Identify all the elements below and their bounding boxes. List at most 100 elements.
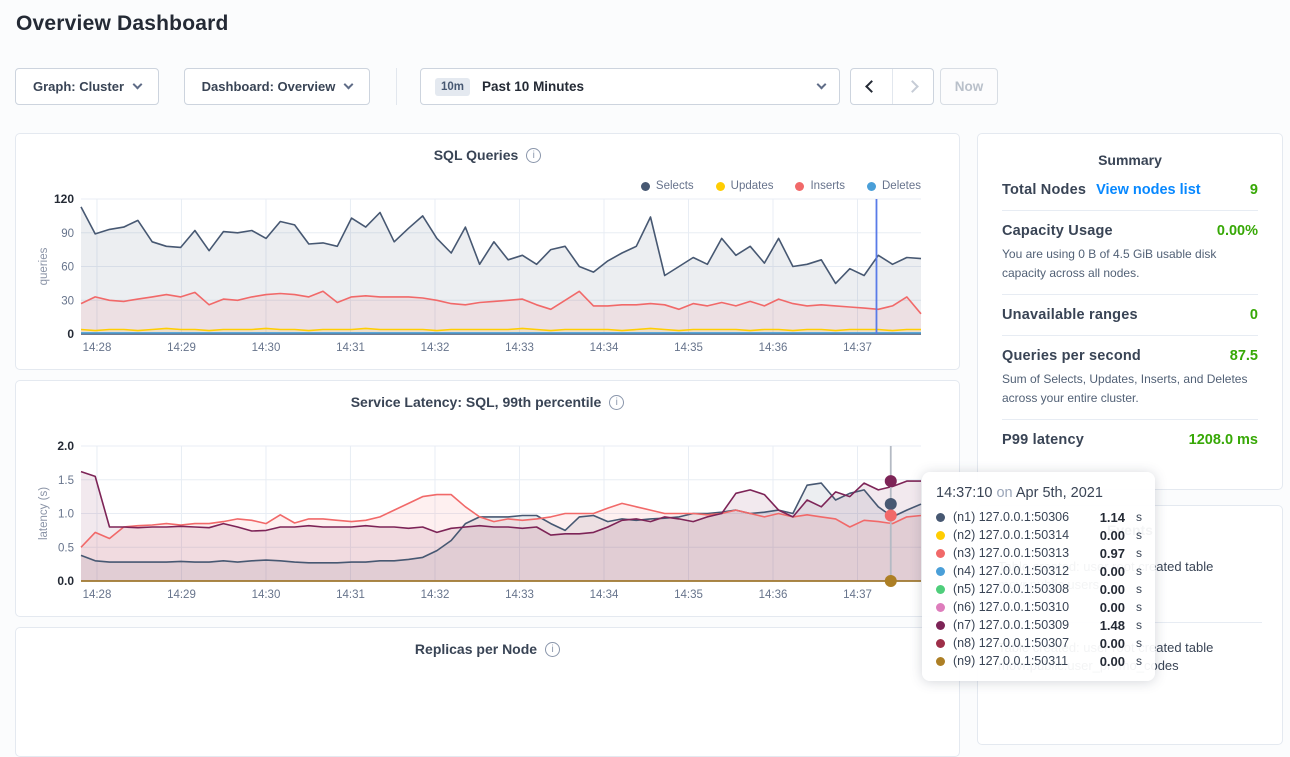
tooltip-value: 0.97 <box>1099 545 1125 561</box>
legend-item[interactable]: Deletes <box>867 180 921 192</box>
info-icon[interactable]: i <box>545 641 561 657</box>
series-area <box>81 483 921 581</box>
chevron-right-icon <box>906 80 920 93</box>
y-tick-label: 90 <box>61 228 74 240</box>
summary-row: Capacity Usage 0.00% You are using 0 B of … <box>1002 211 1258 296</box>
summary-row-label: Total Nodes <box>1002 182 1087 198</box>
y-tick-label: 30 <box>61 295 74 307</box>
summary-row-value: 87.5 <box>1229 348 1258 365</box>
info-icon[interactable]: i <box>526 147 542 163</box>
dashboard-dropdown-label: Dashboard: Overview <box>201 79 336 94</box>
y-tick-label: 120 <box>54 192 74 206</box>
sql-queries-chart[interactable]: 14:28 14:29 14:30 14:31 14:32 14:33 14:34 14:35… <box>36 189 941 362</box>
legend-item[interactable]: Inserts <box>795 180 845 192</box>
chart-title-sql-queries: SQL Queries i <box>16 147 959 163</box>
tooltip-row: (n4) 127.0.0.1:50312 0.00 s <box>936 562 1142 580</box>
legend-dot-icon <box>640 181 650 191</box>
x-tick-label: 14:29 <box>167 342 196 354</box>
summary-row-description: Sum of Selects, Updates, Inserts, and De… <box>1002 372 1248 405</box>
tooltip-row: (n9) 127.0.0.1:50311 0.00 s <box>936 652 1142 670</box>
series-dot-icon <box>936 656 945 666</box>
now-button[interactable]: Now <box>940 68 998 105</box>
tooltip-row: (n5) 127.0.0.1:50308 0.00 s <box>936 580 1142 598</box>
summary-row-line: Total Nodes View nodes list 9 <box>1002 182 1258 198</box>
legend-label: Updates <box>730 180 774 192</box>
tooltip-row: (n3) 127.0.0.1:50313 0.97 s <box>936 544 1142 562</box>
x-tick-label: 14:29 <box>167 589 196 601</box>
sql-queries-legend: Selects Updates Inserts Deletes <box>640 180 921 192</box>
tooltip-value: 1.14 <box>1099 509 1125 525</box>
legend-item[interactable]: Selects <box>640 180 694 192</box>
summary-row-description: You are using 0 B of 4.5 GiB usable disk… <box>1002 247 1217 280</box>
graph-dropdown-label: Graph: Cluster <box>32 79 124 94</box>
x-tick-label: 14:32 <box>421 589 450 601</box>
summary-row-label: Queries per second <box>1002 348 1141 365</box>
series-line <box>80 470 921 536</box>
summary-rows: Total Nodes View nodes list 9 Capacity Usag… <box>978 170 1282 460</box>
chart-title-text: Replicas per Node <box>414 641 538 657</box>
x-tick-label: 14:33 <box>505 589 534 601</box>
tooltip-node-label: (n9) 127.0.0.1:50311 <box>953 654 1069 668</box>
line-chart-svg[interactable]: 14:28 14:29 14:30 14:31 14:32 14:33 14:34 14:35… <box>36 436 941 604</box>
x-tick-label: 14:37 <box>843 342 872 354</box>
series-area <box>81 471 921 581</box>
series-line <box>80 493 922 548</box>
legend-item[interactable]: Updates <box>715 180 774 192</box>
time-range-label: Past 10 Minutes <box>482 79 585 94</box>
summary-row-left: Unavailable ranges <box>1002 307 1138 323</box>
tooltip-node-label: (n5) 127.0.0.1:50308 <box>953 582 1070 596</box>
x-tick-label: 14:33 <box>505 342 534 354</box>
series-dot-icon <box>936 620 945 630</box>
tooltip-node-label: (n3) 127.0.0.1:50313 <box>953 546 1070 560</box>
tooltip-value: 0.00 <box>1099 563 1125 579</box>
series-line <box>80 206 922 285</box>
service-latency-chart[interactable]: 14:28 14:29 14:30 14:31 14:32 14:33 14:34 14:35… <box>36 436 941 609</box>
x-tick-label: 14:30 <box>252 342 281 354</box>
summary-row-value: 1208.0 ms <box>1188 432 1258 449</box>
series-line <box>80 327 921 332</box>
x-tick-label: 14:37 <box>843 589 872 601</box>
y-tick-label: 2.0 <box>57 439 74 453</box>
tooltip-row: (n2) 127.0.0.1:50314 0.00 s <box>936 526 1142 544</box>
tooltip-unit: s <box>1136 618 1142 632</box>
series-dot-icon <box>936 566 945 576</box>
x-tick-label: 14:34 <box>590 589 619 601</box>
tooltip-on-text: on <box>996 485 1013 501</box>
line-chart-svg[interactable]: 14:28 14:29 14:30 14:31 14:32 14:33 14:34 14:35… <box>36 189 941 357</box>
summary-row-left: Total Nodes View nodes list <box>1002 182 1201 198</box>
time-range-dropdown[interactable]: 10m Past 10 Minutes <box>420 68 840 105</box>
tooltip-date: Apr 5th, 2021 <box>1015 485 1103 501</box>
x-tick-label: 14:31 <box>336 589 365 601</box>
prev-time-button[interactable] <box>851 69 893 104</box>
graph-dropdown[interactable]: Graph: Cluster <box>15 68 159 105</box>
summary-row-label: Unavailable ranges <box>1002 307 1138 324</box>
x-tick-label: 14:28 <box>83 342 112 354</box>
chevron-down-icon <box>343 79 354 90</box>
tooltip-row: (n7) 127.0.0.1:50309 1.48 s <box>936 616 1142 634</box>
summary-row-line: P99 latency 1208.0 ms <box>1002 432 1258 448</box>
tooltip-value: 0.00 <box>1099 527 1125 543</box>
x-tick-label: 14:30 <box>252 589 281 601</box>
tooltip-value: 0.00 <box>1099 599 1125 615</box>
tooltip-unit: s <box>1136 600 1142 614</box>
view-nodes-list-link[interactable]: View nodes list <box>1096 182 1201 198</box>
x-tick-label: 14:36 <box>759 589 788 601</box>
series-dot-icon <box>936 512 945 522</box>
y-tick-label: 1.0 <box>58 509 74 521</box>
page-title: Overview Dashboard <box>16 12 229 35</box>
summary-row-value: 9 <box>1249 182 1258 198</box>
legend-dot-icon <box>867 181 876 191</box>
tooltip-unit: s <box>1136 582 1142 596</box>
series-dot-icon <box>936 602 945 612</box>
tooltip-unit: s <box>1136 546 1142 560</box>
next-time-button[interactable] <box>893 69 934 104</box>
dashboard-dropdown[interactable]: Dashboard: Overview <box>184 68 370 105</box>
replicas-per-node-card: Replicas per Node i <box>15 627 960 757</box>
tooltip-unit: s <box>1136 564 1142 578</box>
chevron-down-icon <box>816 79 827 90</box>
info-icon[interactable]: i <box>609 394 625 410</box>
series-dot-icon <box>936 638 945 648</box>
series-dot-icon <box>936 584 945 594</box>
tooltip-unit: s <box>1136 654 1142 668</box>
summary-row-label: P99 latency <box>1002 432 1084 449</box>
